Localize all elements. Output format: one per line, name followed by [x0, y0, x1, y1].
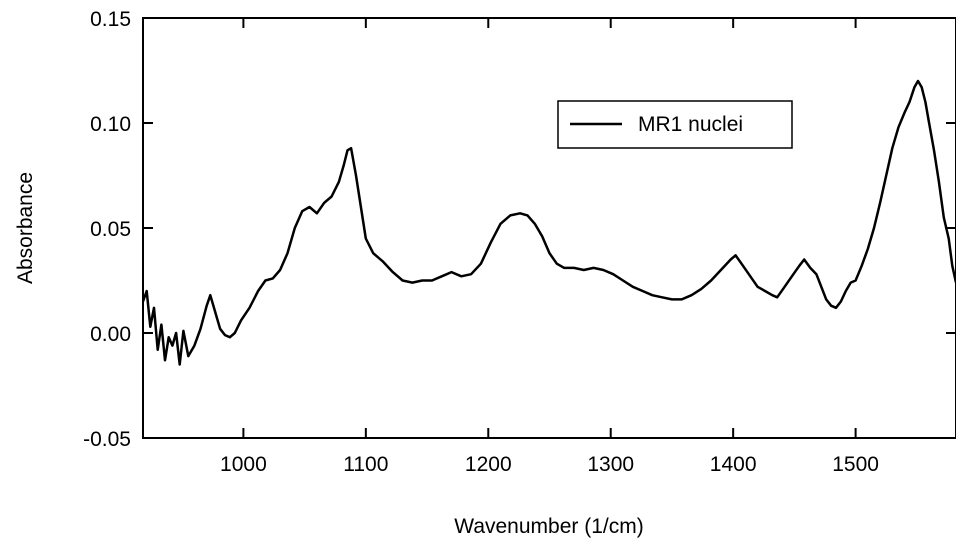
y-tick-label-0p1: 0.10: [90, 113, 131, 136]
x-tick-label-1400: 1400: [710, 453, 757, 476]
y-tick-label-neg0p05: -0.05: [83, 428, 131, 451]
series-line-mr1-nuclei: [141, 79, 956, 366]
y-axis-label: Absorbance: [14, 172, 37, 284]
legend: MR1 nuclei: [557, 100, 793, 149]
x-tick-label-1300: 1300: [587, 453, 634, 476]
x-axis-ticks: 1000 1100 1200 1300 1400 1500: [220, 18, 879, 476]
y-tick-label-0p15: 0.15: [90, 8, 131, 31]
x-tick-label-1100: 1100: [343, 453, 388, 476]
x-tick-label-1200: 1200: [465, 453, 512, 476]
x-tick-label-1000: 1000: [220, 453, 267, 476]
y-axis-ticks: -0.05 0.00 0.05 0.10 0.15: [83, 8, 956, 451]
x-tick-label-1500: 1500: [832, 453, 879, 476]
legend-label: MR1 nuclei: [638, 113, 743, 136]
x-axis-label: Wavenumber (1/cm): [454, 515, 643, 538]
y-tick-label-0: 0.00: [90, 323, 131, 346]
y-tick-label-0p05: 0.05: [90, 218, 131, 241]
plot-frame: [142, 17, 956, 439]
